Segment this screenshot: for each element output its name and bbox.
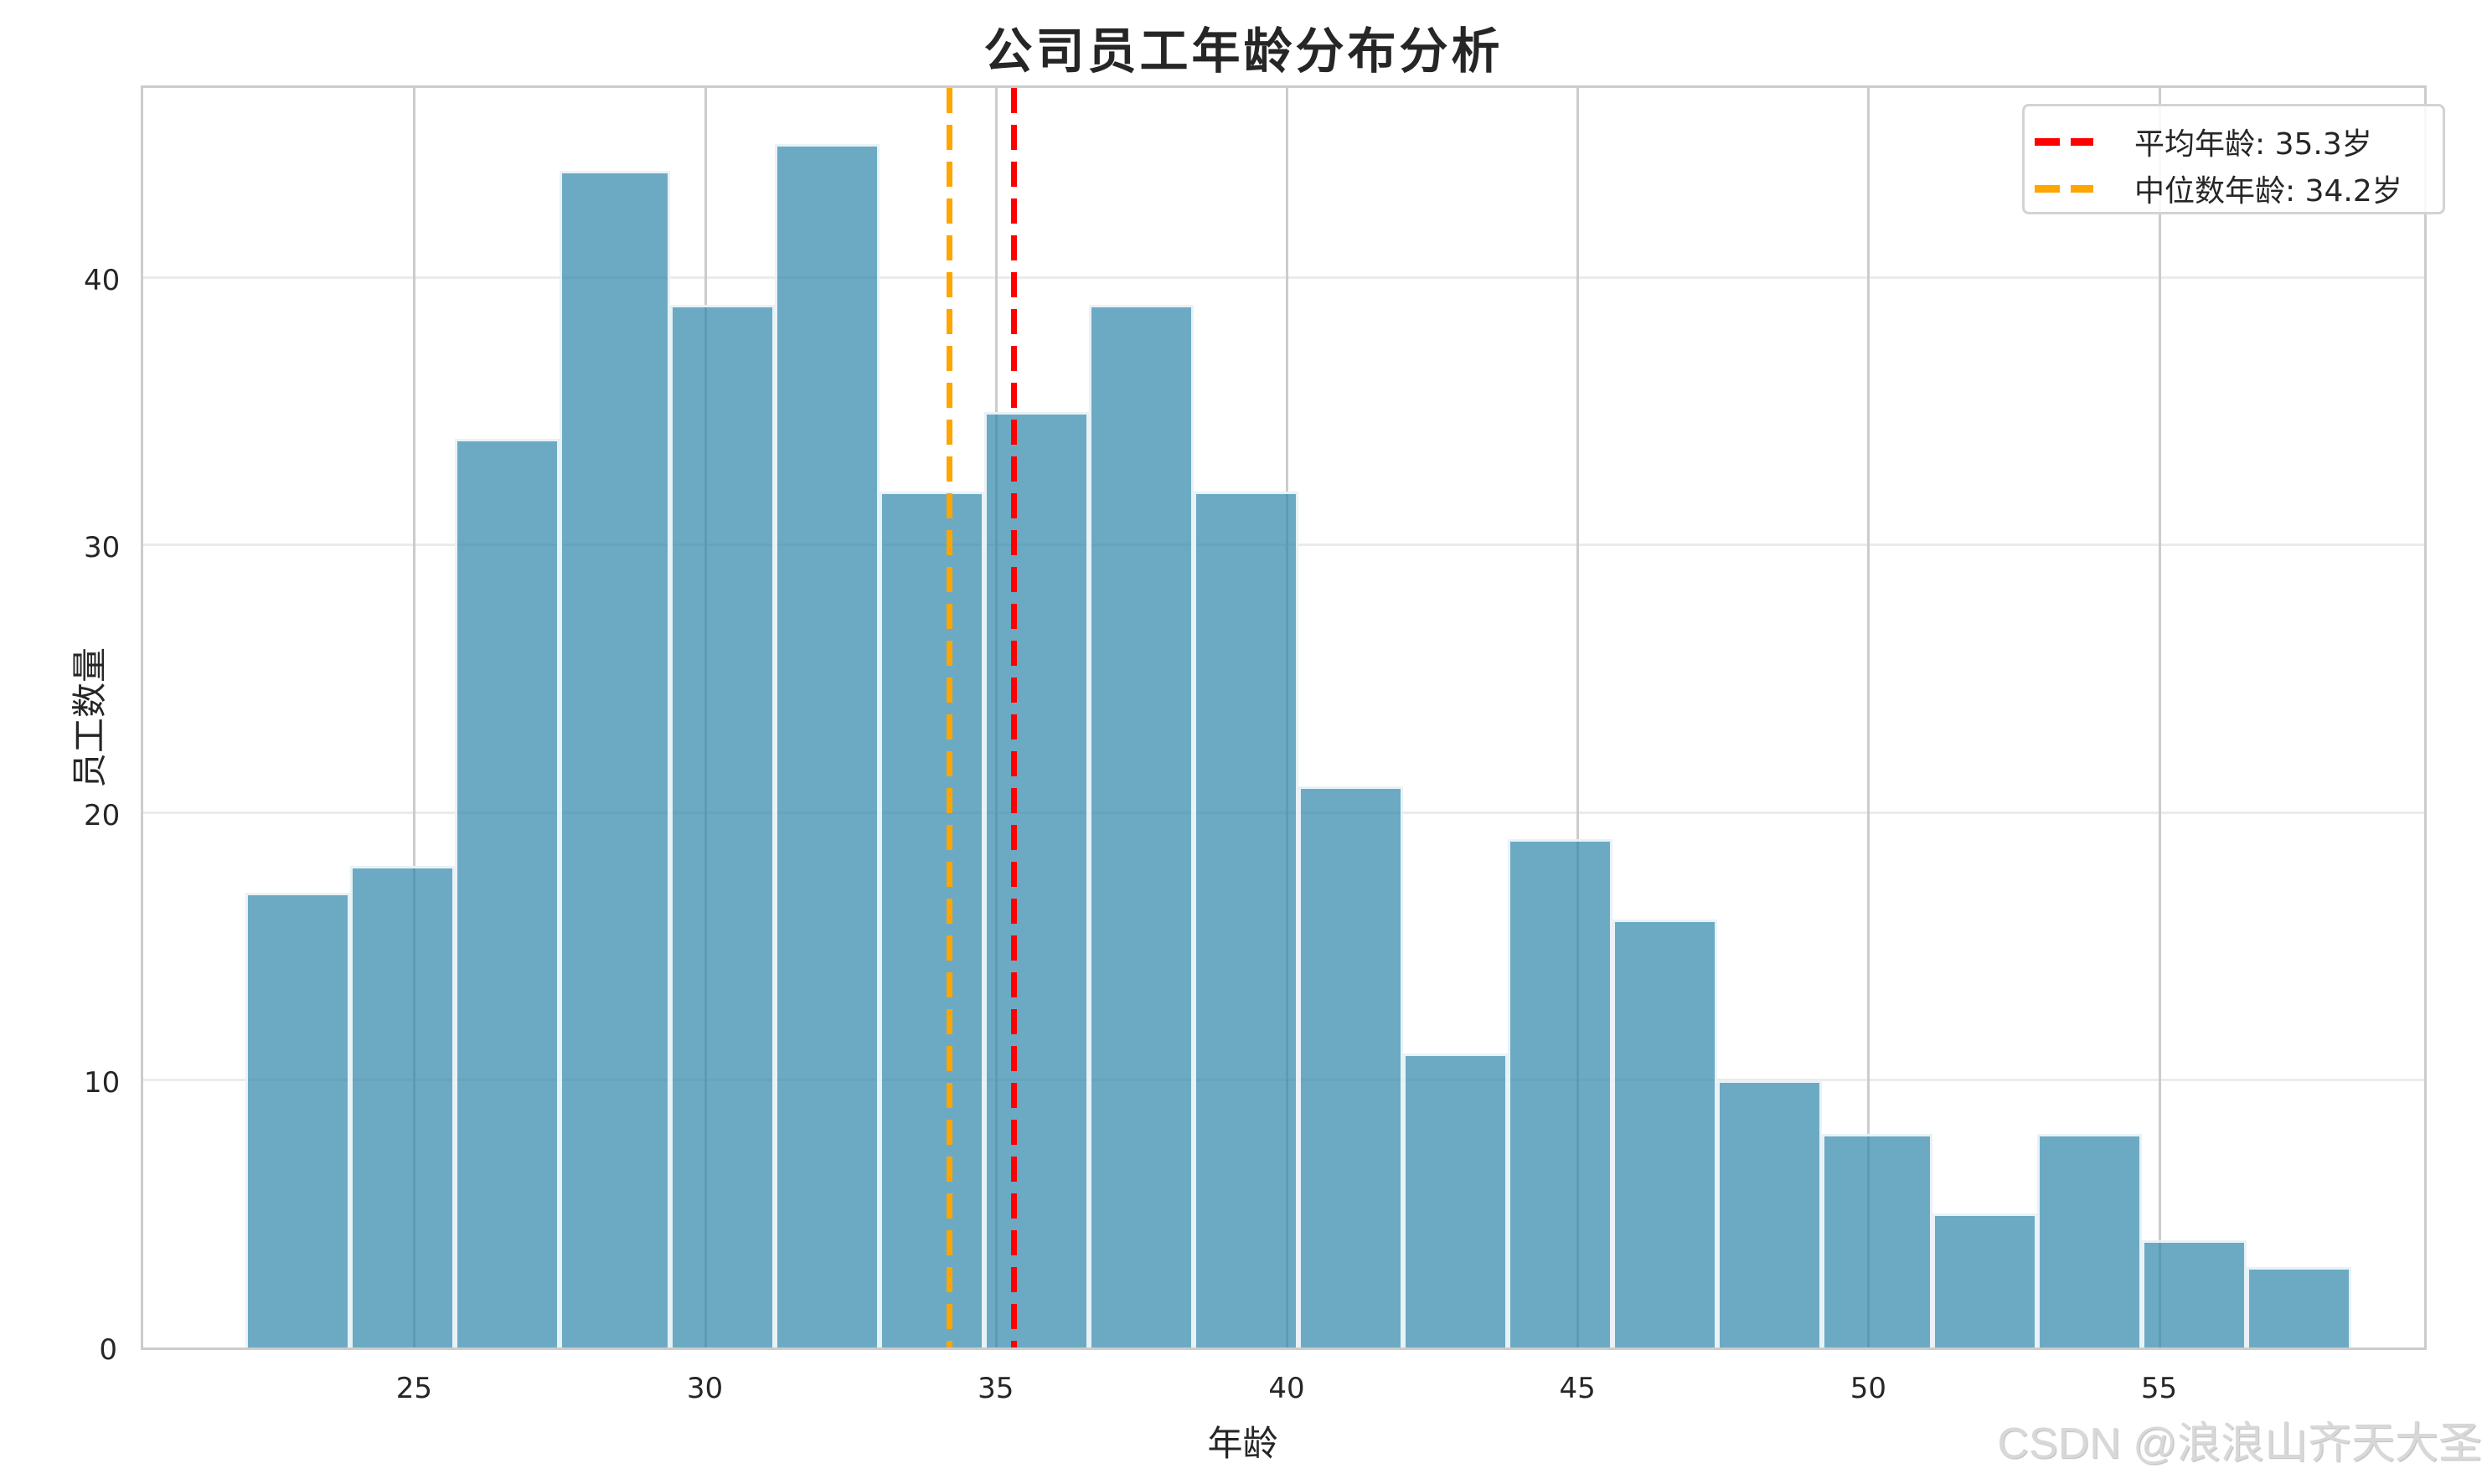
y-axis-label: 员工数量 xyxy=(69,647,111,789)
y-tick-label: 20 xyxy=(84,798,121,832)
histogram-bar xyxy=(2036,1133,2142,1347)
histogram-bar xyxy=(1402,1053,1508,1347)
x-tick-label: 40 xyxy=(1268,1372,1305,1405)
histogram-bar xyxy=(1298,786,1403,1347)
chart-title: 公司员工年龄分布分析 xyxy=(983,23,1504,80)
x-tick-label: 35 xyxy=(978,1372,1014,1405)
histogram-bar xyxy=(1932,1213,2037,1347)
x-tick-label: 55 xyxy=(2140,1372,2178,1405)
vertical-gridline xyxy=(2158,88,2161,1347)
histogram-bar xyxy=(1193,492,1298,1347)
x-axis-label: 年龄 xyxy=(1207,1423,1278,1464)
histogram-bar xyxy=(983,411,1089,1347)
y-tick-label: 10 xyxy=(84,1065,121,1100)
x-tick-label: 30 xyxy=(686,1372,724,1405)
histogram-bar xyxy=(774,144,880,1347)
x-tick-label: 50 xyxy=(1850,1372,1886,1405)
vertical-gridline xyxy=(413,88,416,1347)
histogram-bar xyxy=(454,438,560,1347)
y-tick-label: 30 xyxy=(84,531,121,565)
histogram-bar xyxy=(349,866,455,1347)
histogram-bar xyxy=(245,893,350,1347)
legend-item-median: 中位数年龄: 34.2岁 xyxy=(2025,167,2443,209)
vertical-gridline xyxy=(1867,88,1870,1347)
x-tick-label: 25 xyxy=(395,1372,432,1405)
vertical-gridline xyxy=(1576,88,1580,1347)
histogram-bar xyxy=(1612,920,1717,1347)
y-tick-label: 40 xyxy=(84,264,121,298)
histogram-bar xyxy=(2246,1267,2351,1347)
histogram-bar xyxy=(559,171,670,1347)
legend: 平均年龄: 35.3岁 中位数年龄: 34.2岁 xyxy=(2022,104,2445,214)
dashed-line-icon xyxy=(2035,185,2093,193)
plot-area xyxy=(141,85,2427,1350)
legend-label: 中位数年龄: 34.2岁 xyxy=(2134,174,2402,209)
legend-item-mean: 平均年龄: 35.3岁 xyxy=(2025,120,2443,162)
histogram-bar xyxy=(1821,1133,1932,1347)
y-tick-label: 0 xyxy=(99,1333,117,1367)
histogram-bar xyxy=(1507,839,1612,1347)
histogram-bar xyxy=(2141,1240,2247,1347)
histogram-bar xyxy=(1088,304,1194,1347)
mean-line xyxy=(1010,88,1017,1347)
horizontal-gridline xyxy=(143,276,2424,280)
histogram-bar xyxy=(879,492,984,1347)
legend-label: 平均年龄: 35.3岁 xyxy=(2134,127,2372,162)
watermark: CSDN @浪浪山齐天大圣 xyxy=(1997,1420,2482,1468)
histogram-bar xyxy=(669,304,775,1347)
median-line xyxy=(947,88,953,1347)
dashed-line-icon xyxy=(2035,138,2093,146)
x-tick-label: 45 xyxy=(1559,1372,1596,1405)
histogram-bar xyxy=(1716,1080,1822,1347)
